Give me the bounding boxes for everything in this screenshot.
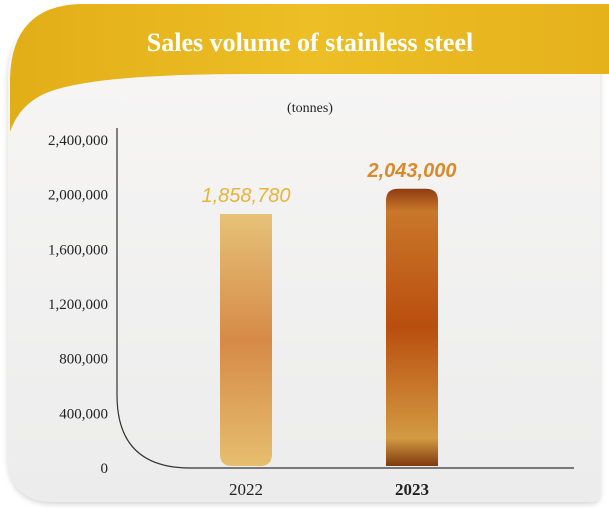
x-label-2023: 2023 bbox=[395, 480, 429, 499]
value-label-2023: 2,043,000 bbox=[367, 160, 457, 182]
unit-label: (tonnes) bbox=[287, 101, 333, 116]
y-axis-ticks: 0 400,000 800,000 1,200,000 1,600,000 2,000,0… bbox=[48, 133, 108, 477]
y-tick-label: 400,000 bbox=[59, 406, 108, 422]
title-banner bbox=[10, 4, 609, 132]
y-tick-label: 1,200,000 bbox=[48, 297, 108, 313]
y-tick-label: 2,400,000 bbox=[48, 133, 108, 149]
y-tick-label: 800,000 bbox=[59, 352, 108, 368]
chart-title: Sales volume of stainless steel bbox=[147, 28, 473, 57]
y-tick-label: 1,600,000 bbox=[48, 242, 108, 258]
value-label-2022: 1,858,780 bbox=[202, 185, 291, 207]
y-tick-label: 2,000,000 bbox=[48, 188, 108, 204]
bar-2023 bbox=[386, 188, 438, 467]
axis-line bbox=[116, 128, 574, 469]
bars-group bbox=[220, 188, 438, 467]
value-labels: 1,858,780 2,043,000 bbox=[202, 160, 457, 207]
card-background bbox=[8, 30, 600, 502]
bar-2022 bbox=[220, 213, 272, 466]
x-label-2022: 2022 bbox=[229, 480, 263, 499]
y-tick-label: 0 bbox=[101, 461, 109, 477]
x-axis-labels: 2022 2023 bbox=[229, 480, 429, 499]
